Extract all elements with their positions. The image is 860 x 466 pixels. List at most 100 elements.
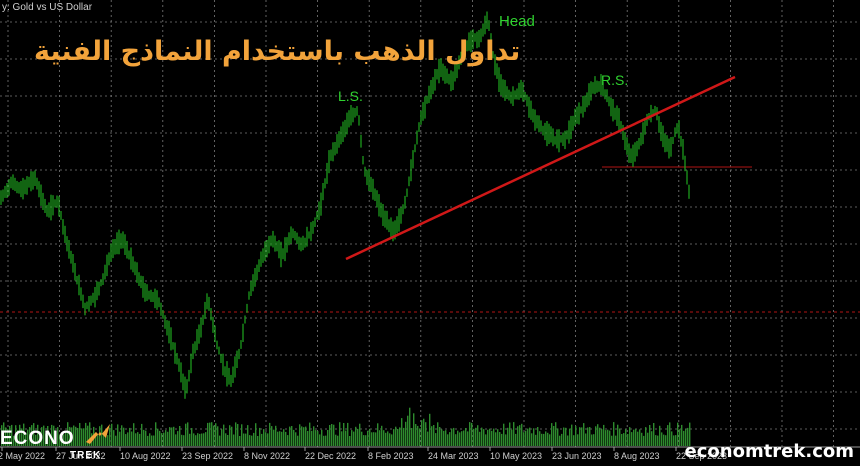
- volume-bar: [59, 434, 61, 446]
- volume-bar: [9, 425, 11, 446]
- volume-bar: [417, 425, 419, 446]
- volume-bar: [343, 423, 345, 446]
- volume-bar: [79, 423, 81, 446]
- volume-bar: [261, 433, 263, 446]
- volume-bar: [321, 429, 323, 446]
- volume-bar: [587, 427, 589, 446]
- volume-bar: [379, 430, 381, 446]
- volume-bar: [349, 436, 351, 446]
- volume-bar: [33, 423, 35, 446]
- volume-bar: [485, 434, 487, 446]
- volume-bar: [25, 432, 27, 446]
- volume-bar: [619, 428, 621, 446]
- volume-bar: [591, 434, 593, 446]
- volume-bar: [425, 422, 427, 446]
- volume-bar: [463, 430, 465, 446]
- volume-bar: [165, 430, 167, 446]
- volume-bar: [429, 413, 431, 446]
- volume-bar: [5, 427, 7, 446]
- volume-bar: [651, 431, 653, 446]
- volume-bar: [499, 432, 501, 446]
- volume-bar: [163, 432, 165, 446]
- volume-bar: [467, 431, 469, 446]
- volume-bar: [167, 431, 169, 446]
- volume-bar: [453, 427, 455, 446]
- volume-bar: [259, 427, 261, 446]
- volume-bar: [455, 434, 457, 446]
- volume-bar: [197, 433, 199, 446]
- volume-bar: [137, 432, 139, 446]
- volume-bar: [541, 433, 543, 446]
- volume-bar: [459, 432, 461, 446]
- volume-bar: [113, 430, 115, 446]
- volume-bar: [537, 427, 539, 446]
- volume-bar: [257, 436, 259, 446]
- volume-bar: [51, 424, 53, 446]
- volume-bar: [255, 423, 257, 446]
- volume-bar: [621, 434, 623, 446]
- volume-bar: [689, 422, 691, 446]
- volume-bar: [487, 429, 489, 446]
- volume-bar: [659, 425, 661, 446]
- volume-bar: [75, 426, 77, 446]
- volume-bar: [201, 433, 203, 446]
- volume-bar: [553, 426, 555, 446]
- volume-bar: [609, 430, 611, 446]
- volume-bar: [377, 423, 379, 446]
- volume-bar: [249, 435, 251, 446]
- volume-bar: [527, 428, 529, 446]
- volume-bar: [131, 431, 133, 446]
- volume-bar: [213, 425, 215, 446]
- x-tick-label: 8 Aug 2023: [614, 451, 660, 461]
- volume-bar: [657, 435, 659, 446]
- volume-bar: [85, 422, 87, 446]
- volume-bar: [41, 427, 43, 446]
- volume-bar: [411, 428, 413, 446]
- volume-bar: [147, 435, 149, 446]
- x-tick-label: 27 Jun 2022: [56, 451, 106, 461]
- volume-bar: [43, 425, 45, 446]
- volume-bar: [29, 427, 31, 446]
- volume-bar: [373, 432, 375, 446]
- volume-bar: [595, 426, 597, 446]
- volume-bar: [687, 427, 689, 446]
- x-tick-label: 24 Mar 2023: [428, 451, 479, 461]
- volume-bar: [643, 435, 645, 446]
- volume-bar: [7, 429, 9, 446]
- volume-bar: [47, 426, 49, 446]
- volume-bar: [685, 429, 687, 446]
- volume-bar: [375, 432, 377, 446]
- volume-bar: [103, 434, 105, 446]
- volume-bar: [671, 431, 673, 446]
- volume-bar: [565, 427, 567, 446]
- volume-bar: [581, 427, 583, 446]
- volume-bar: [319, 434, 321, 446]
- x-tick-label: 10 Aug 2022: [120, 451, 171, 461]
- volume-bar: [551, 423, 553, 446]
- volume-bar: [545, 431, 547, 446]
- volume-bar: [615, 435, 617, 446]
- volume-bar: [87, 425, 89, 446]
- volume-bar: [61, 432, 63, 446]
- volume-bar: [205, 432, 207, 446]
- volume-bar: [603, 424, 605, 446]
- volume-bar: [665, 435, 667, 446]
- volume-bar: [633, 429, 635, 446]
- volume-bar: [117, 424, 119, 446]
- volume-bar: [673, 435, 675, 446]
- volume-bar: [639, 429, 641, 446]
- volume-bar: [365, 435, 367, 446]
- volume-bar: [351, 430, 353, 446]
- volume-bar: [381, 425, 383, 446]
- volume-bar: [431, 426, 433, 446]
- volume-bar: [515, 433, 517, 446]
- volume-bar: [457, 430, 459, 446]
- volume-bar: [215, 423, 217, 446]
- volume-bar: [73, 425, 75, 446]
- volume-bar: [629, 427, 631, 446]
- volume-bar: [661, 432, 663, 446]
- volume-bar: [525, 430, 527, 446]
- volume-bar: [465, 428, 467, 446]
- volume-bar: [331, 424, 333, 446]
- volume-bar: [363, 435, 365, 446]
